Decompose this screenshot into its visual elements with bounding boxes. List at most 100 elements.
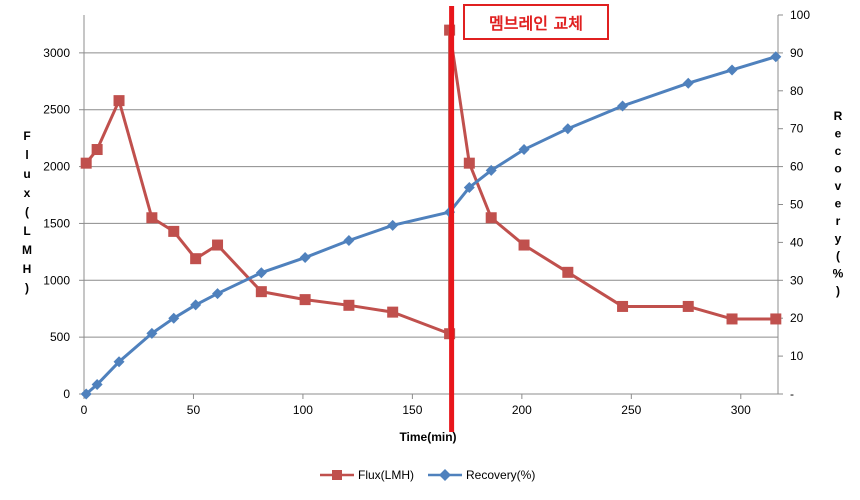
recovery-point-1 xyxy=(91,379,103,391)
left-title-char: F xyxy=(23,129,30,143)
flux-point-16 xyxy=(562,266,574,278)
right-title-char: c xyxy=(835,144,842,158)
right-y-tick-label-10: 10 xyxy=(790,349,804,363)
left-y-tick-label-2500: 2500 xyxy=(43,103,70,117)
right-y-axis-title: Recovery(%) xyxy=(833,109,844,298)
flux-point-18 xyxy=(682,300,694,312)
right-title-char: o xyxy=(834,162,841,176)
left-title-char: ( xyxy=(25,205,29,219)
axes xyxy=(79,14,783,399)
legend-item-flux: Flux(LMH) xyxy=(320,468,414,482)
left-y-axis-title: Flux ( LMH) xyxy=(22,129,32,295)
right-y-tick-label-80: 80 xyxy=(790,84,804,98)
x-tick-label-50: 50 xyxy=(187,403,201,417)
flux-point-6 xyxy=(212,239,224,251)
recovery-point-12 xyxy=(463,181,475,193)
left-y-tick-label-3000: 3000 xyxy=(43,46,70,60)
flux-point-20 xyxy=(770,313,782,325)
flux-series xyxy=(80,24,782,340)
right-y-tick-label-90: 90 xyxy=(790,46,804,60)
left-title-char: L xyxy=(23,224,30,238)
right-y-tick-label-0: - xyxy=(790,387,794,401)
x-axis-title: Time(min) xyxy=(399,430,456,444)
flux-line xyxy=(85,28,776,336)
recovery-point-10 xyxy=(387,219,399,231)
right-y-tick-label-30: 30 xyxy=(790,273,804,287)
x-tick-label-150: 150 xyxy=(402,403,422,417)
right-title-char: v xyxy=(835,179,842,193)
flux-point-0 xyxy=(80,157,92,169)
recovery-point-13 xyxy=(485,164,497,176)
right-y-tick-label-60: 60 xyxy=(790,160,804,174)
flux-point-15 xyxy=(518,239,530,251)
right-title-char: e xyxy=(835,197,842,211)
left-title-char: l xyxy=(25,148,28,162)
recovery-point-2 xyxy=(113,356,125,368)
recovery-point-9 xyxy=(343,235,355,247)
right-y-tick-label-20: 20 xyxy=(790,311,804,325)
left-y-tick-label-0: 0 xyxy=(63,387,70,401)
membrane-replacement-annotation: 멤브레인 교체 xyxy=(463,4,609,40)
recovery-point-17 xyxy=(682,77,694,89)
right-y-tick-label-100: 100 xyxy=(790,8,810,22)
flux-point-14 xyxy=(485,212,497,224)
left-title-char: H xyxy=(23,262,32,276)
flux-point-5 xyxy=(190,253,202,265)
x-tick-label-250: 250 xyxy=(621,403,641,417)
left-y-tick-labels: 0 500 1000 1500 2000 2500 3000 xyxy=(43,46,70,401)
left-y-tick-label-2000: 2000 xyxy=(43,160,70,174)
recovery-point-18 xyxy=(726,64,738,76)
left-y-tick-label-1500: 1500 xyxy=(43,216,70,230)
recovery-point-16 xyxy=(617,100,629,112)
left-y-tick-label-500: 500 xyxy=(50,330,70,344)
x-tick-label-0: 0 xyxy=(81,403,88,417)
flux-point-10 xyxy=(387,306,399,318)
x-tick-label-300: 300 xyxy=(731,403,751,417)
left-title-char: x xyxy=(24,186,31,200)
right-title-char: % xyxy=(833,267,844,281)
recovery-point-8 xyxy=(299,252,311,264)
left-title-char: u xyxy=(23,167,30,181)
right-y-tick-labels: - 10 20 30 40 50 60 70 80 90 100 xyxy=(790,8,810,401)
flux-point-8 xyxy=(299,294,311,306)
left-title-char: M xyxy=(22,243,32,257)
recovery-series xyxy=(80,51,782,400)
recovery-point-14 xyxy=(518,144,530,156)
right-y-tick-label-40: 40 xyxy=(790,235,804,249)
x-tick-label-100: 100 xyxy=(293,403,313,417)
flux-point-17 xyxy=(617,300,629,312)
left-y-tick-label-1000: 1000 xyxy=(43,273,70,287)
right-title-char: R xyxy=(834,109,843,123)
legend-label-flux: Flux(LMH) xyxy=(358,468,414,482)
flux-point-1 xyxy=(91,144,103,156)
legend-label-recovery: Recovery(%) xyxy=(466,468,536,482)
recovery-point-4 xyxy=(168,312,180,324)
recovery-point-19 xyxy=(770,51,782,63)
right-y-tick-label-50: 50 xyxy=(790,198,804,212)
flux-point-9 xyxy=(343,299,355,311)
flux-point-3 xyxy=(146,212,158,224)
flux-point-4 xyxy=(168,225,180,237)
legend: Flux(LMH) Recovery(%) xyxy=(320,468,549,482)
recovery-point-15 xyxy=(562,123,574,135)
recovery-point-5 xyxy=(190,299,202,311)
flux-point-2 xyxy=(113,95,125,107)
recovery-point-7 xyxy=(255,267,267,279)
flux-point-7 xyxy=(255,286,267,298)
recovery-point-0 xyxy=(80,388,92,400)
recovery-point-6 xyxy=(212,288,224,300)
x-tick-labels: 0 50 100 150 200 250 300 xyxy=(81,403,751,417)
right-title-char: ) xyxy=(836,284,840,298)
flux-legend-marker xyxy=(320,470,354,480)
right-title-char: r xyxy=(836,214,841,228)
flux-point-19 xyxy=(726,313,738,325)
recovery-legend-marker xyxy=(428,469,462,481)
legend-item-recovery: Recovery(%) xyxy=(428,468,535,482)
left-title-char: ) xyxy=(25,281,29,295)
recovery-line xyxy=(85,55,777,396)
recovery-point-3 xyxy=(146,327,158,339)
right-title-char: e xyxy=(835,127,842,141)
right-title-char: ( xyxy=(836,249,840,263)
flux-point-13 xyxy=(463,157,475,169)
